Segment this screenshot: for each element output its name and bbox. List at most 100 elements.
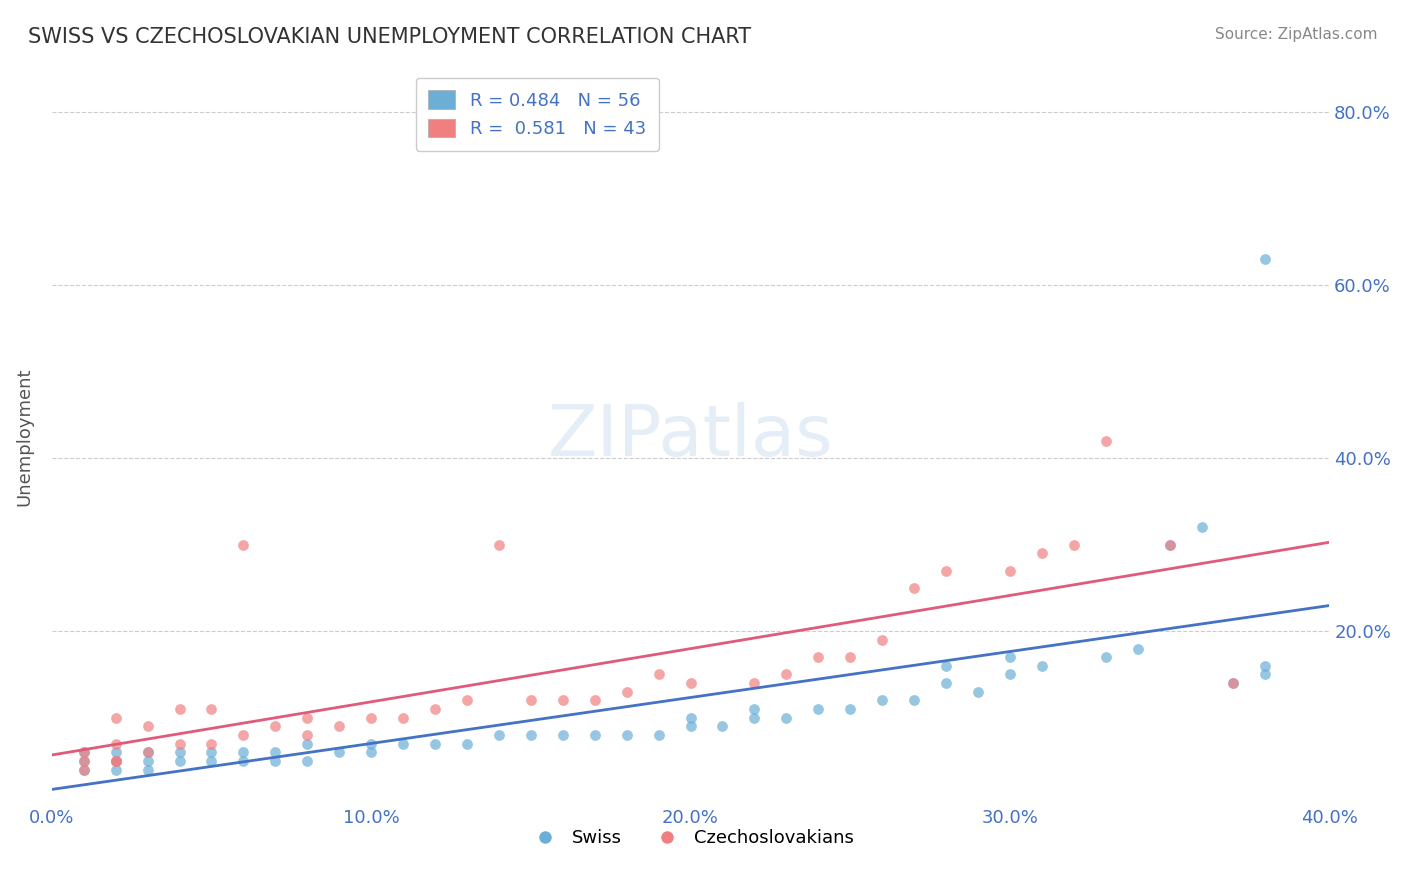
Point	[520, 693, 543, 707]
Point	[423, 737, 446, 751]
Point	[392, 711, 415, 725]
Point	[104, 754, 127, 768]
Point	[870, 693, 893, 707]
Point	[264, 719, 287, 733]
Point	[679, 719, 702, 733]
Point	[1094, 650, 1116, 665]
Point	[200, 754, 222, 768]
Point	[583, 728, 606, 742]
Point	[200, 745, 222, 759]
Point	[136, 754, 159, 768]
Point	[328, 745, 350, 759]
Point	[807, 650, 830, 665]
Point	[73, 745, 96, 759]
Point	[104, 763, 127, 777]
Point	[264, 754, 287, 768]
Point	[1191, 520, 1213, 534]
Point	[647, 728, 669, 742]
Point	[169, 754, 191, 768]
Point	[935, 564, 957, 578]
Point	[456, 737, 478, 751]
Point	[647, 667, 669, 681]
Point	[903, 693, 925, 707]
Legend: Swiss, Czechoslovakians: Swiss, Czechoslovakians	[520, 822, 862, 855]
Point	[679, 711, 702, 725]
Point	[1063, 538, 1085, 552]
Point	[744, 702, 766, 716]
Text: Source: ZipAtlas.com: Source: ZipAtlas.com	[1215, 27, 1378, 42]
Point	[1126, 641, 1149, 656]
Point	[104, 737, 127, 751]
Point	[1031, 546, 1053, 560]
Point	[136, 745, 159, 759]
Point	[870, 632, 893, 647]
Point	[297, 728, 319, 742]
Point	[488, 728, 510, 742]
Point	[967, 685, 990, 699]
Point	[104, 754, 127, 768]
Point	[104, 754, 127, 768]
Point	[423, 702, 446, 716]
Point	[616, 728, 638, 742]
Point	[264, 745, 287, 759]
Point	[136, 745, 159, 759]
Point	[456, 693, 478, 707]
Point	[73, 754, 96, 768]
Point	[297, 754, 319, 768]
Point	[998, 650, 1021, 665]
Point	[679, 676, 702, 690]
Point	[935, 658, 957, 673]
Point	[744, 711, 766, 725]
Point	[297, 737, 319, 751]
Point	[73, 763, 96, 777]
Point	[392, 737, 415, 751]
Point	[73, 745, 96, 759]
Point	[998, 564, 1021, 578]
Point	[232, 754, 254, 768]
Point	[104, 711, 127, 725]
Point	[520, 728, 543, 742]
Y-axis label: Unemployment: Unemployment	[15, 368, 32, 506]
Point	[232, 745, 254, 759]
Point	[1254, 667, 1277, 681]
Point	[104, 745, 127, 759]
Point	[616, 685, 638, 699]
Point	[551, 728, 574, 742]
Point	[1254, 658, 1277, 673]
Point	[775, 667, 797, 681]
Point	[169, 745, 191, 759]
Point	[1094, 434, 1116, 448]
Point	[200, 737, 222, 751]
Point	[935, 676, 957, 690]
Point	[1159, 538, 1181, 552]
Point	[488, 538, 510, 552]
Point	[136, 763, 159, 777]
Text: SWISS VS CZECHOSLOVAKIAN UNEMPLOYMENT CORRELATION CHART: SWISS VS CZECHOSLOVAKIAN UNEMPLOYMENT CO…	[28, 27, 751, 46]
Point	[711, 719, 734, 733]
Point	[1254, 252, 1277, 266]
Point	[1222, 676, 1244, 690]
Point	[1222, 676, 1244, 690]
Point	[839, 702, 862, 716]
Point	[200, 702, 222, 716]
Point	[169, 737, 191, 751]
Point	[169, 702, 191, 716]
Point	[136, 719, 159, 733]
Point	[775, 711, 797, 725]
Point	[839, 650, 862, 665]
Point	[232, 728, 254, 742]
Point	[328, 719, 350, 733]
Point	[903, 581, 925, 595]
Point	[360, 737, 382, 751]
Point	[551, 693, 574, 707]
Point	[73, 754, 96, 768]
Point	[73, 763, 96, 777]
Point	[807, 702, 830, 716]
Point	[360, 745, 382, 759]
Text: ZIPatlas: ZIPatlas	[548, 402, 834, 471]
Point	[104, 754, 127, 768]
Point	[998, 667, 1021, 681]
Point	[360, 711, 382, 725]
Point	[232, 538, 254, 552]
Point	[1159, 538, 1181, 552]
